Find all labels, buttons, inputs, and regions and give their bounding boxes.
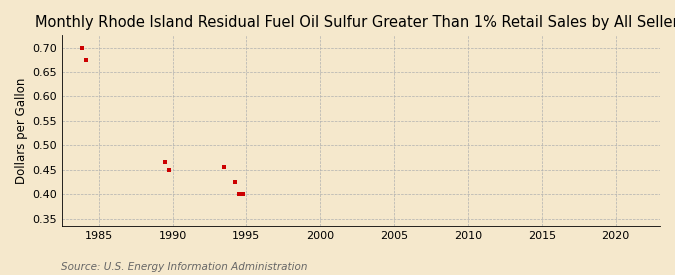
Point [230,180,241,184]
Point [77,45,88,50]
Point [234,192,244,196]
Title: Monthly Rhode Island Residual Fuel Oil Sulfur Greater Than 1% Retail Sales by Al: Monthly Rhode Island Residual Fuel Oil S… [35,15,675,30]
Y-axis label: Dollars per Gallon: Dollars per Gallon [15,78,28,184]
Text: Source: U.S. Energy Information Administration: Source: U.S. Energy Information Administ… [61,262,307,272]
Point [238,192,248,196]
Point [163,167,174,172]
Point [219,165,230,169]
Point [81,57,92,62]
Point [160,160,171,164]
